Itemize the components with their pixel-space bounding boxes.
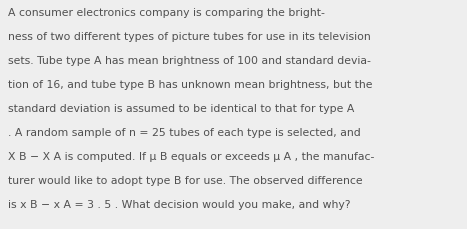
Text: tion of 16, and tube type B has unknown mean brightness, but the: tion of 16, and tube type B has unknown … [8,80,373,90]
Text: A consumer electronics company is comparing the bright-: A consumer electronics company is compar… [8,8,325,18]
Text: X B − X A is computed. If μ B equals or exceeds μ A , the manufac-: X B − X A is computed. If μ B equals or … [8,152,375,162]
Text: sets. Tube type A has mean brightness of 100 and standard devia-: sets. Tube type A has mean brightness of… [8,56,371,66]
Text: is x B − x A = 3 . 5 . What decision would you make, and why?: is x B − x A = 3 . 5 . What decision wou… [8,200,351,210]
Text: turer would like to adopt type B for use. The observed difference: turer would like to adopt type B for use… [8,176,363,186]
Text: standard deviation is assumed to be identical to that for type A: standard deviation is assumed to be iden… [8,104,355,114]
Text: ness of two different types of picture tubes for use in its television: ness of two different types of picture t… [8,32,371,42]
Text: . A random sample of n = 25 tubes of each type is selected, and: . A random sample of n = 25 tubes of eac… [8,128,361,138]
